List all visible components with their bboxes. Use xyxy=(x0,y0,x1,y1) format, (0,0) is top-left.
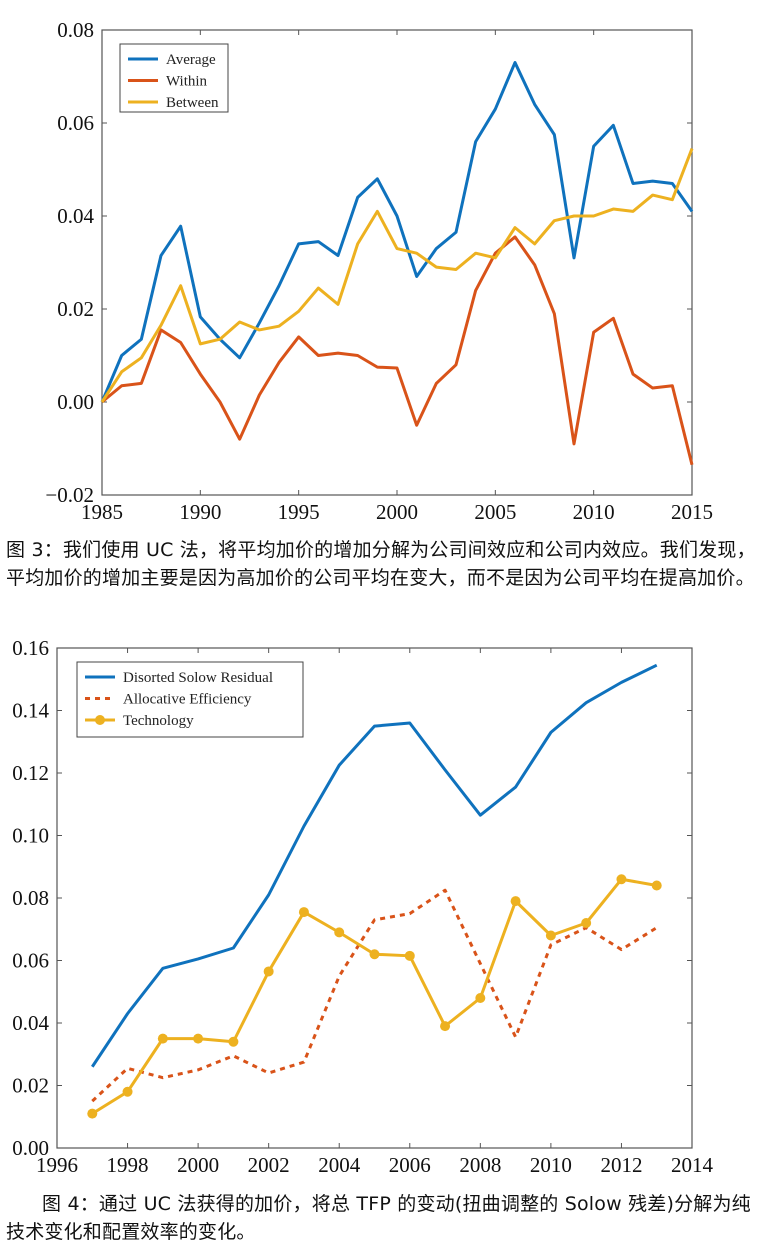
x-tick-label: 2006 xyxy=(389,1153,431,1177)
data-point xyxy=(193,1033,204,1044)
y-tick-label: 0.06 xyxy=(57,111,94,135)
y-tick-label: 0.08 xyxy=(12,886,49,910)
series-line-disorted-solow-residual xyxy=(91,663,658,1068)
y-tick-label: 0.04 xyxy=(57,204,94,228)
data-point xyxy=(651,880,662,891)
y-tick-label: 0.10 xyxy=(12,824,49,848)
series-line-within xyxy=(101,235,694,466)
figure-3-caption: 图 3：我们使用 UC 法，将平均加价的增加分解为公司间效应和公司内效应。我们发… xyxy=(6,539,756,589)
legend-label: Technology xyxy=(123,713,194,729)
x-tick-label: 2005 xyxy=(474,500,516,524)
series-line-between xyxy=(100,148,694,403)
chart-tfp-decomposition: 1996 1998 2000 2002 2004 2006 2008 2010 2012 2014… xyxy=(12,636,714,1177)
legend-marker xyxy=(95,715,105,725)
x-tick-label: 2008 xyxy=(459,1153,501,1177)
legend-label: Between xyxy=(166,95,219,111)
x-tick-label: 1996 xyxy=(36,1153,78,1177)
x-tick-label: 2004 xyxy=(318,1153,361,1177)
data-point xyxy=(122,1086,133,1097)
legend-label: Disorted Solow Residual xyxy=(123,670,273,686)
y-tick-label: 0.02 xyxy=(57,297,94,321)
x-tick-label: 2010 xyxy=(573,500,615,524)
data-point xyxy=(298,907,309,918)
x-tick-label: 2002 xyxy=(248,1153,290,1177)
data-point xyxy=(475,993,486,1003)
legend xyxy=(76,661,304,738)
x-tick-label: 1985 xyxy=(81,500,123,524)
data-point xyxy=(369,949,380,960)
data-point xyxy=(440,1021,451,1032)
data-point xyxy=(510,896,521,907)
x-tick-label: 2010 xyxy=(530,1153,572,1177)
y-tick-label: 0.08 xyxy=(57,18,94,42)
data-point xyxy=(616,874,627,885)
x-tick-label: 2000 xyxy=(177,1153,219,1177)
series-line-average xyxy=(100,61,694,403)
data-point xyxy=(87,1108,98,1119)
legend-label: Within xyxy=(166,74,208,90)
x-tick-label: 1998 xyxy=(107,1153,149,1177)
data-point xyxy=(228,1036,239,1047)
y-tick-label: 0.02 xyxy=(12,1074,49,1098)
data-point xyxy=(157,1033,168,1044)
y-tick-label: 0.12 xyxy=(12,761,49,785)
x-tick-label: 1995 xyxy=(278,500,320,524)
y-tick-label: 0.00 xyxy=(57,390,94,414)
data-point xyxy=(404,950,415,961)
figure-4-caption: 图 4：通过 UC 法获得的加价，将总 TFP 的变动(扭曲调整的 Solow … xyxy=(6,1193,751,1243)
chart-markup-decomposition: 1985 1990 1995 2000 2005 2010 2015 −0.02 0.00 0.0… xyxy=(45,18,713,524)
legend-label: Average xyxy=(166,52,216,68)
y-tick-label: 0.14 xyxy=(12,699,49,723)
y-tick-label: 0.04 xyxy=(12,1011,49,1035)
data-point xyxy=(545,930,556,941)
series-line-technology xyxy=(91,877,657,1115)
x-tick-label: 2015 xyxy=(671,500,713,524)
y-tick-label: 0.16 xyxy=(12,636,49,660)
data-point xyxy=(263,966,274,977)
x-tick-label: 2012 xyxy=(600,1153,642,1177)
data-point xyxy=(334,927,345,938)
legend-label: Allocative Efficiency xyxy=(123,692,252,708)
y-tick-label: 0.00 xyxy=(12,1136,49,1160)
x-tick-label: 2014 xyxy=(671,1153,714,1177)
x-tick-label: 1990 xyxy=(179,500,221,524)
x-tick-label: 2000 xyxy=(376,500,418,524)
y-tick-label: −0.02 xyxy=(45,483,94,507)
y-tick-label: 0.06 xyxy=(12,949,49,973)
series-line-allocative-efficiency xyxy=(91,888,658,1103)
data-point xyxy=(581,918,592,928)
